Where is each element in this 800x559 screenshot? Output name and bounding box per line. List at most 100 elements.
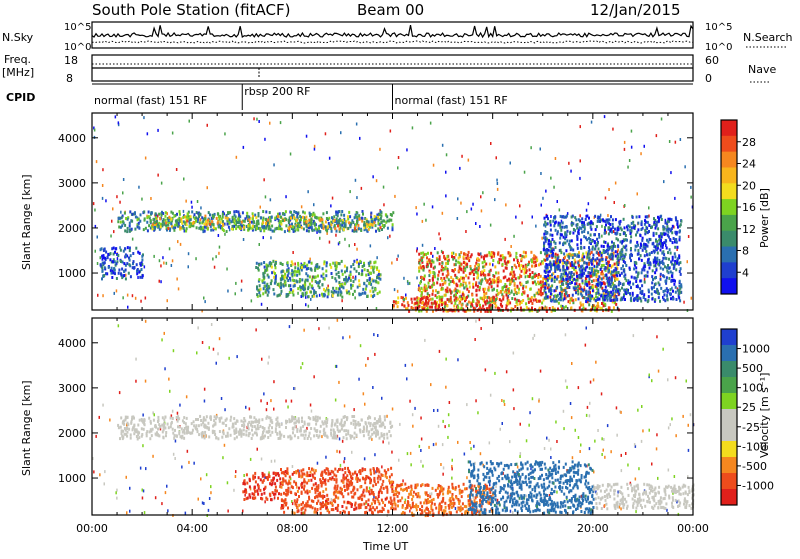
heatmap-cell bbox=[545, 267, 547, 270]
heatmap-cell bbox=[199, 218, 201, 221]
heatmap-cell bbox=[674, 231, 676, 234]
colorbar-tick-label: 24 bbox=[742, 158, 756, 171]
scatter-point bbox=[351, 451, 353, 454]
heatmap-cell bbox=[217, 222, 219, 225]
heatmap-cell bbox=[561, 293, 563, 296]
heatmap-cell bbox=[458, 279, 460, 282]
heatmap-cell bbox=[307, 279, 309, 282]
heatmap-cell bbox=[331, 216, 333, 219]
heatmap-cell bbox=[640, 243, 642, 246]
heatmap-cell bbox=[547, 257, 549, 260]
heatmap-cell bbox=[414, 302, 416, 305]
heatmap-cell bbox=[502, 295, 504, 298]
scatter-point bbox=[412, 126, 414, 129]
scatter-point bbox=[589, 402, 591, 405]
scatter-point bbox=[97, 236, 99, 239]
heatmap-cell bbox=[490, 253, 492, 256]
heatmap-cell bbox=[241, 221, 243, 224]
heatmap-cell bbox=[261, 279, 263, 282]
heatmap-cell bbox=[569, 271, 571, 274]
heatmap-cell bbox=[574, 216, 576, 219]
heatmap-cell bbox=[521, 293, 523, 296]
scatter-point bbox=[668, 469, 670, 472]
heatmap-cell bbox=[332, 220, 334, 223]
scatter-point bbox=[457, 217, 459, 220]
heatmap-cell bbox=[565, 281, 567, 284]
heatmap-cell bbox=[258, 212, 260, 215]
heatmap-cell bbox=[364, 268, 366, 271]
heatmap-cell bbox=[395, 302, 397, 305]
scatter-point bbox=[442, 443, 444, 446]
heatmap-cell bbox=[281, 290, 283, 293]
heatmap-cell bbox=[143, 228, 145, 231]
heatmap-cell bbox=[630, 297, 632, 300]
heatmap-cell bbox=[583, 246, 585, 249]
scatter-point bbox=[429, 493, 431, 496]
scatter-point bbox=[442, 420, 444, 423]
heatmap-cell bbox=[635, 280, 637, 283]
heatmap-cell bbox=[209, 223, 211, 226]
heatmap-cell bbox=[304, 281, 306, 284]
heatmap-cell bbox=[317, 275, 319, 278]
heatmap-cell bbox=[614, 263, 616, 266]
heatmap-cell bbox=[426, 263, 428, 266]
heatmap-cell bbox=[577, 223, 579, 226]
heatmap-cell bbox=[465, 285, 467, 288]
heatmap-cell bbox=[363, 434, 365, 437]
scatter-point bbox=[292, 465, 294, 468]
heatmap-cell bbox=[459, 302, 461, 305]
heatmap-cell bbox=[522, 265, 524, 268]
heatmap-cell bbox=[345, 220, 347, 223]
colorbar-swatch bbox=[721, 136, 737, 152]
heatmap-cell bbox=[528, 275, 530, 278]
scatter-point bbox=[374, 453, 376, 456]
heatmap-cell bbox=[325, 270, 327, 273]
scatter-point bbox=[457, 441, 459, 444]
heatmap-cell bbox=[337, 291, 339, 294]
heatmap-cell bbox=[186, 216, 188, 219]
scatter-point bbox=[340, 464, 342, 467]
heatmap-cell bbox=[407, 301, 409, 304]
scatter-point bbox=[93, 470, 95, 473]
scatter-point bbox=[303, 329, 305, 332]
scatter-point bbox=[222, 456, 224, 459]
scatter-point bbox=[291, 400, 293, 403]
heatmap-cell bbox=[173, 229, 175, 232]
heatmap-cell bbox=[338, 262, 340, 265]
heatmap-cell bbox=[306, 220, 308, 223]
heatmap-cell bbox=[580, 239, 582, 242]
heatmap-cell bbox=[257, 289, 259, 292]
heatmap-cell bbox=[609, 296, 611, 299]
heatmap-cell bbox=[378, 270, 380, 273]
scatter-point bbox=[295, 387, 297, 390]
heatmap-cell bbox=[354, 228, 356, 231]
heatmap-cell bbox=[667, 298, 669, 301]
heatmap-cell bbox=[434, 266, 436, 269]
heatmap-cell bbox=[631, 226, 633, 229]
heatmap-cell bbox=[475, 284, 477, 287]
heatmap-cell bbox=[341, 210, 343, 213]
heatmap-cell bbox=[673, 279, 675, 282]
scatter-point bbox=[336, 450, 338, 453]
scatter-point bbox=[226, 268, 228, 271]
heatmap-cell bbox=[104, 266, 106, 269]
scatter-point bbox=[416, 213, 418, 216]
heatmap-cell bbox=[662, 257, 664, 260]
scatter-point bbox=[642, 429, 644, 432]
heatmap-cell bbox=[441, 298, 443, 301]
heatmap-cell bbox=[435, 289, 437, 292]
heatmap-cell bbox=[575, 287, 577, 290]
heatmap-cell bbox=[265, 291, 267, 294]
scatter-point bbox=[221, 397, 223, 400]
heatmap-cell bbox=[664, 265, 666, 268]
scatter-point bbox=[553, 186, 555, 189]
heatmap-cell bbox=[606, 219, 608, 222]
heatmap-cell bbox=[559, 237, 561, 240]
scatter-point bbox=[480, 452, 482, 455]
heatmap-cell bbox=[677, 246, 679, 249]
heatmap-cell bbox=[288, 221, 290, 224]
heatmap-cell bbox=[370, 266, 372, 269]
heatmap-cell bbox=[655, 269, 657, 272]
heatmap-cell bbox=[658, 220, 660, 223]
scatter-point bbox=[578, 386, 580, 389]
